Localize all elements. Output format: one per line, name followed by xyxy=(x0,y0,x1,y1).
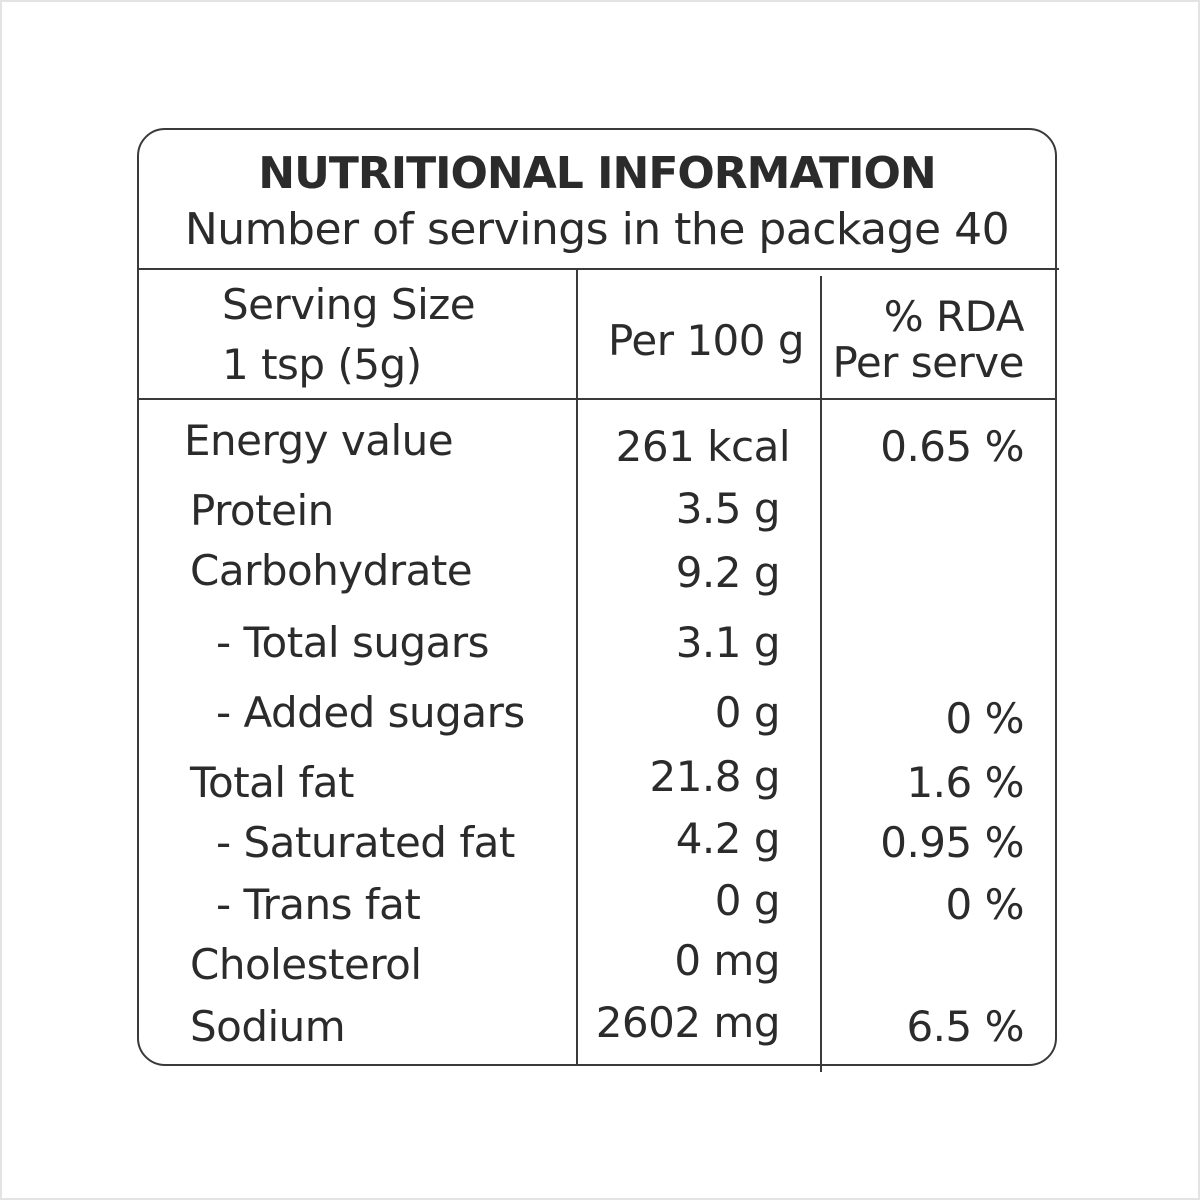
nutrient-value-carbohydrate: 9.2 g xyxy=(675,548,781,597)
nutrient-rda-energy: 0.65 % xyxy=(880,422,1024,471)
nutrient-label-total-sugars: - Total sugars xyxy=(216,618,490,667)
nutrient-value-sodium: 2602 mg xyxy=(595,998,781,1047)
nutrient-label-trans-fat: - Trans fat xyxy=(216,880,421,929)
nutrient-value-total-sugars: 3.1 g xyxy=(675,618,781,667)
nutrient-label-sodium: Sodium xyxy=(190,1002,346,1051)
label-title: NUTRITIONAL INFORMATION xyxy=(258,148,936,199)
column-divider-2 xyxy=(820,276,822,1072)
nutrient-label-energy: Energy value xyxy=(184,416,454,465)
nutrient-value-cholesterol: 0 mg xyxy=(674,936,780,985)
nutrient-label-saturated-fat: - Saturated fat xyxy=(216,818,515,867)
nutrition-panel xyxy=(137,128,1057,1066)
nutrient-label-cholesterol: Cholesterol xyxy=(190,940,422,989)
nutrient-rda-total-fat: 1.6 % xyxy=(906,758,1024,807)
nutrient-value-added-sugars: 0 g xyxy=(714,688,781,737)
servings-count: Number of servings in the package 40 xyxy=(184,204,1010,255)
nutrient-rda-trans-fat: 0 % xyxy=(945,880,1025,929)
per-100g-header: Per 100 g xyxy=(608,316,804,365)
nutrient-label-carbohydrate: Carbohydrate xyxy=(190,546,473,595)
per-serve-header: Per serve xyxy=(832,338,1025,387)
nutrient-rda-saturated-fat: 0.95 % xyxy=(880,818,1024,867)
header-divider xyxy=(139,398,1057,400)
nutrient-value-saturated-fat: 4.2 g xyxy=(675,814,781,863)
nutrient-label-added-sugars: - Added sugars xyxy=(216,688,525,737)
serving-size-value: 1 tsp (5g) xyxy=(222,340,422,389)
serving-size-label: Serving Size xyxy=(222,280,476,329)
nutrient-value-energy: 261 kcal xyxy=(615,422,791,471)
rda-header: % RDA xyxy=(883,292,1025,341)
nutrient-rda-added-sugars: 0 % xyxy=(945,694,1025,743)
nutrient-value-total-fat: 21.8 g xyxy=(649,752,780,801)
nutrient-label-protein: Protein xyxy=(190,486,334,535)
nutrient-value-protein: 3.5 g xyxy=(675,484,781,533)
title-divider xyxy=(139,268,1059,270)
nutrient-rda-sodium: 6.5 % xyxy=(906,1002,1024,1051)
nutrient-label-total-fat: Total fat xyxy=(190,758,354,807)
column-divider-1 xyxy=(576,270,578,1066)
nutrient-value-trans-fat: 0 g xyxy=(714,876,781,925)
